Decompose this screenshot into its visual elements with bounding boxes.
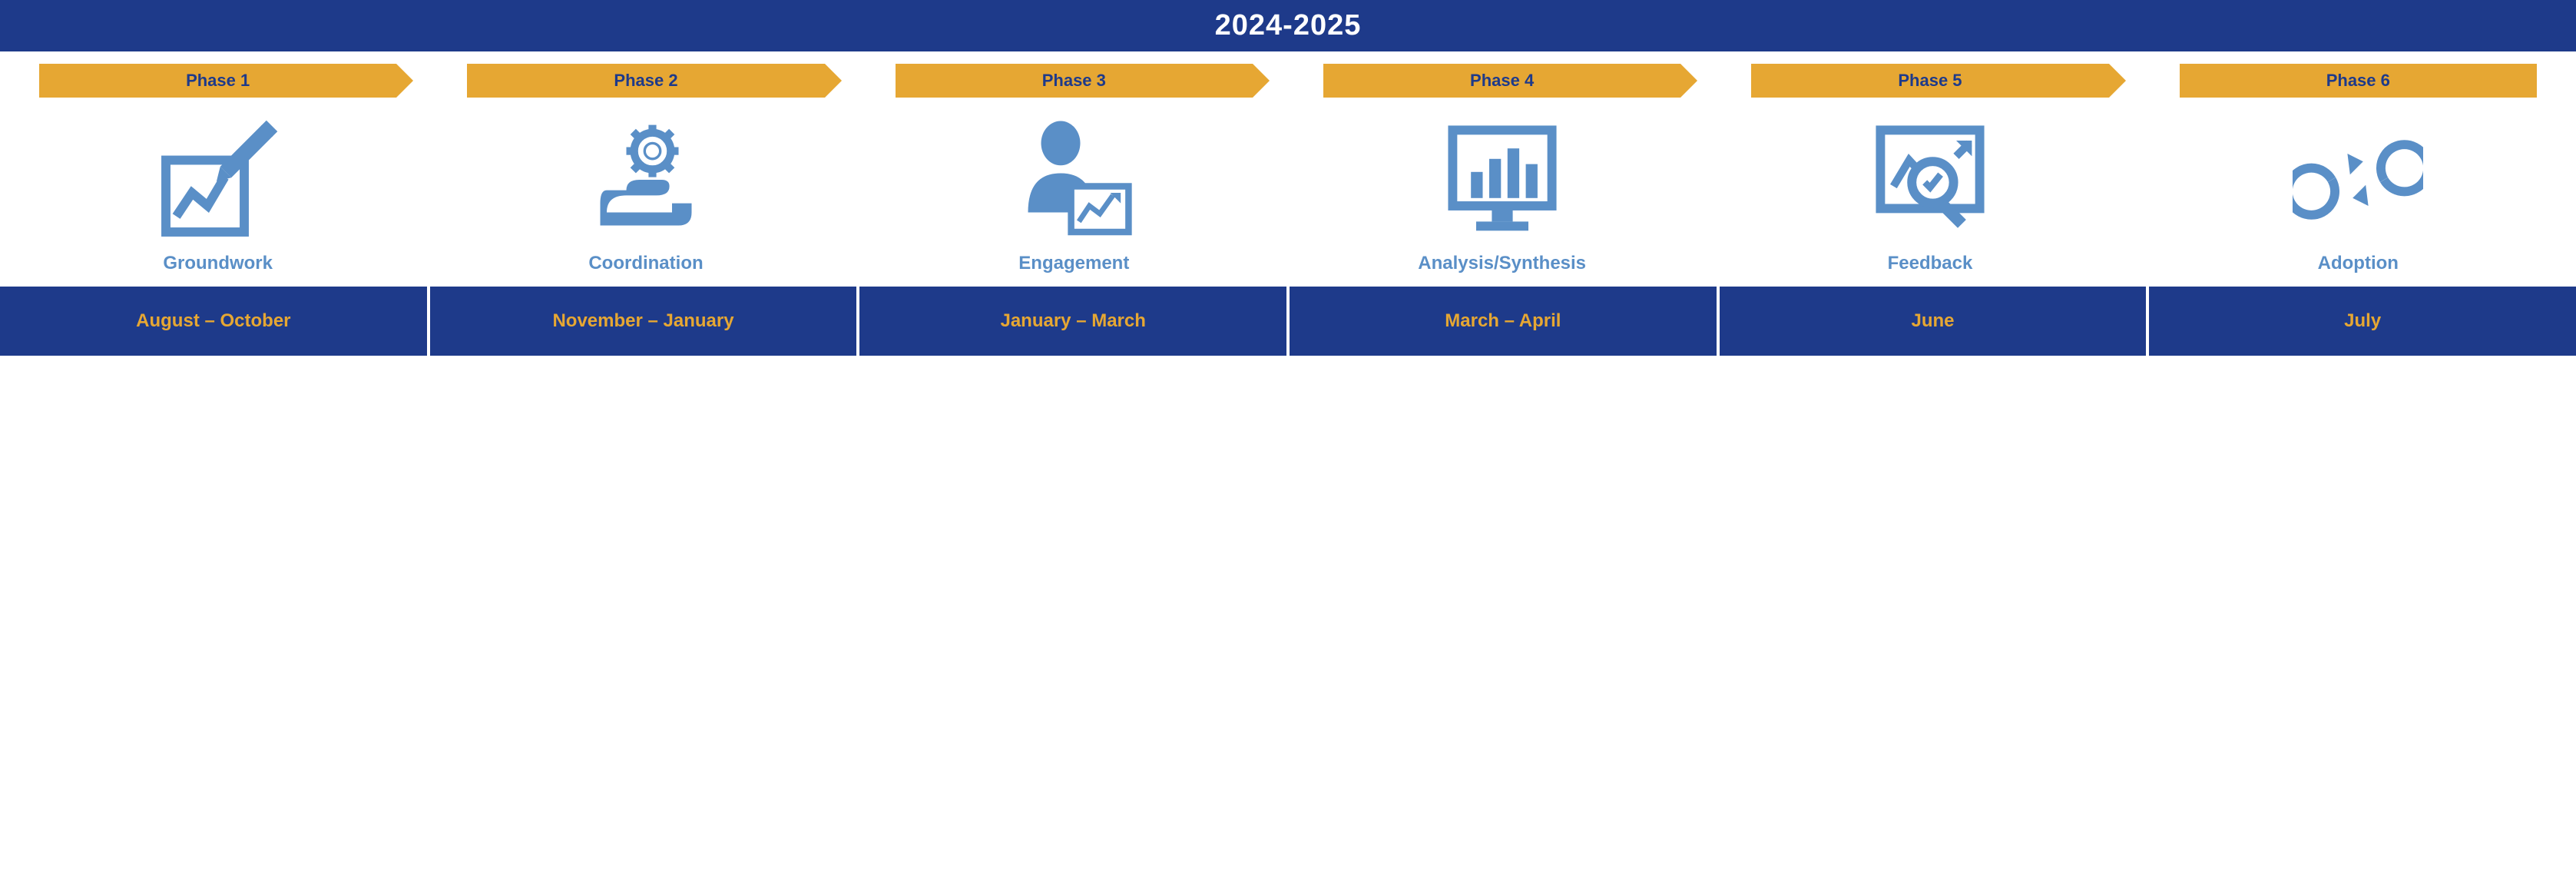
header-title: 2024-2025 [1215,9,1362,41]
chart-pencil-icon [153,114,283,245]
phase-label: Phase 4 [1470,71,1534,90]
infinity-loop-icon [2293,114,2423,245]
phase-arrow-2: Phase 2 [467,64,824,98]
phases-row: Phase 1 Groundwork Phase 2 [0,51,2576,287]
bar-chart-monitor-icon [1437,114,1568,245]
phase-col-1: Phase 1 Groundwork [8,64,428,279]
timeline-infographic: 2024-2025 Phase 1 Groundwork [0,0,2576,356]
phase-arrow-1: Phase 1 [39,64,396,98]
phase-label: Phase 3 [1042,71,1106,90]
timeframe-row: August – October November – January Janu… [0,287,2576,356]
phase-col-4: Phase 4 Analysis/Synthesis [1292,64,1712,279]
timeframe-4: March – April [1290,287,1720,356]
phase-name-4: Analysis/Synthesis [1418,253,1586,274]
phase-col-3: Phase 3 Engagement [864,64,1284,279]
timeframe-2: November – January [430,287,860,356]
person-chart-icon [1008,114,1139,245]
magnify-chart-icon [1865,114,1995,245]
phase-label: Phase 1 [186,71,250,90]
phase-col-6: Phase 6 Adoption [2148,64,2568,279]
timeframe-1: August – October [0,287,430,356]
phase-arrow-4: Phase 4 [1323,64,1680,98]
timeframe-3: January – March [859,287,1290,356]
phase-label: Phase 6 [2326,71,2390,90]
phase-name-5: Feedback [1888,253,1973,274]
header-bar: 2024-2025 [0,0,2576,51]
timeframe-5: June [1720,287,2150,356]
phase-name-6: Adoption [2318,253,2399,274]
phase-name-3: Engagement [1018,253,1129,274]
phase-name-2: Coordination [588,253,703,274]
timeframe-6: July [2149,287,2576,356]
phase-label: Phase 2 [614,71,677,90]
phase-label: Phase 5 [1898,71,1962,90]
phase-col-2: Phase 2 [435,64,856,279]
phase-name-1: Groundwork [163,253,273,274]
phase-arrow-6: Phase 6 [2180,64,2537,98]
phase-arrow-5: Phase 5 [1751,64,2108,98]
hand-gear-icon [581,114,711,245]
phase-arrow-3: Phase 3 [896,64,1253,98]
phase-col-5: Phase 5 Feedback [1720,64,2140,279]
